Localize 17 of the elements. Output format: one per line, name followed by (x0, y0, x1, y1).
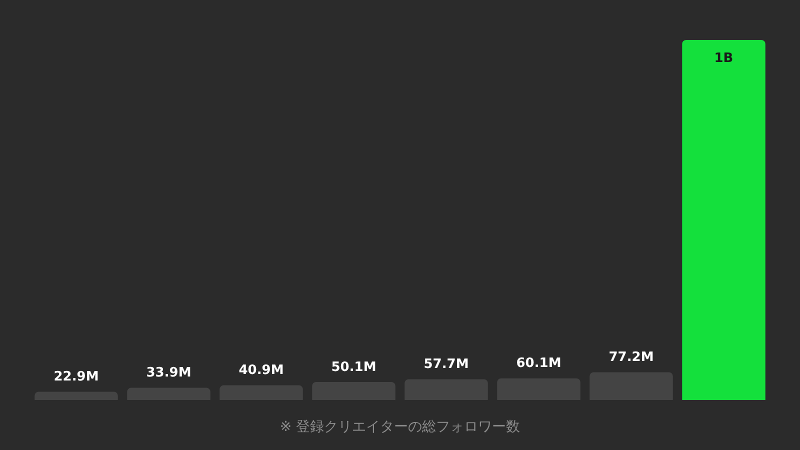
bar (590, 372, 673, 400)
data-label: 60.1M (516, 356, 562, 372)
bar (312, 382, 396, 400)
data-label: 22.9M (54, 370, 99, 385)
data-label: 33.9M (146, 366, 192, 381)
data-label: 1B (714, 50, 734, 66)
data-label: 77.2M (608, 350, 654, 366)
bar (220, 385, 303, 400)
bar (34, 392, 118, 400)
bar (127, 388, 210, 400)
bar (497, 378, 580, 400)
data-label: 40.9M (238, 363, 284, 378)
data-label: 57.7M (424, 357, 469, 372)
bar (404, 379, 488, 400)
bar (682, 40, 766, 400)
data-label: 50.1M (331, 360, 376, 375)
text: ※ 登録クリエイターの総フォロワー数 (278, 418, 522, 436)
